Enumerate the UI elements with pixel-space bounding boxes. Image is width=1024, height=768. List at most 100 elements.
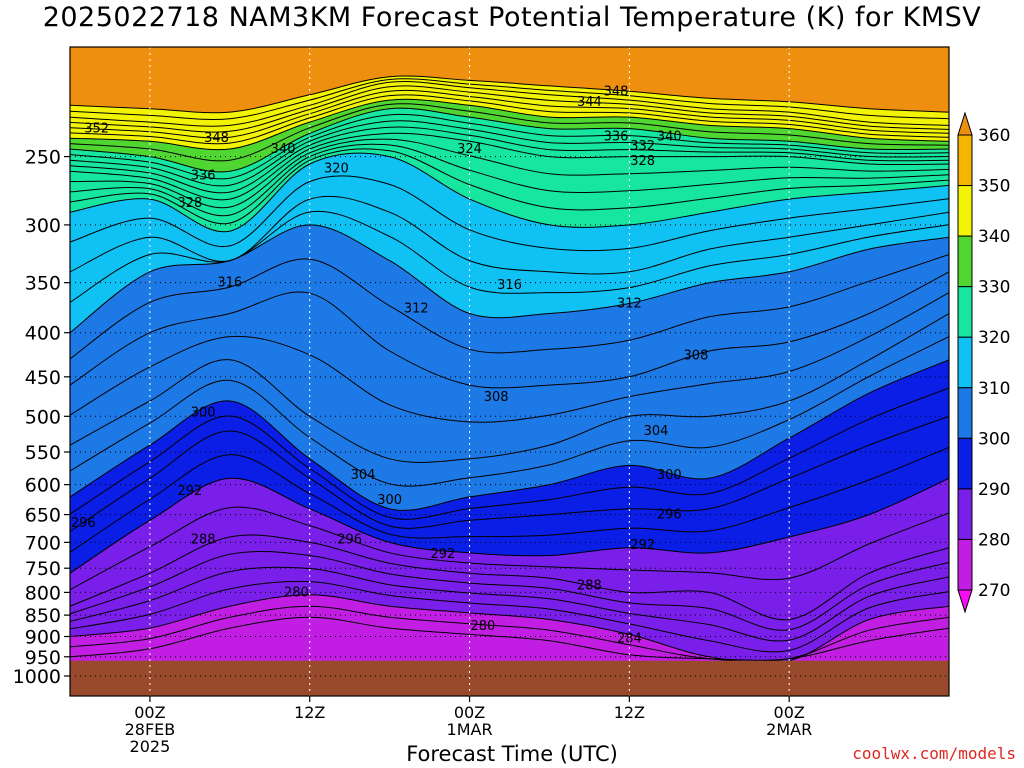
isentrope-312 [70,224,949,334]
terrain-below-ground [70,660,949,696]
isentrope-306 [70,292,949,423]
isentrope-314 [70,210,949,303]
credit-link[interactable]: coolwx.com/models [852,744,1016,763]
isentrope-300 [70,359,949,511]
contour-label: 348 [604,84,629,99]
colorbar-swatch [957,134,973,187]
contour-label: 288 [191,533,216,548]
contour-label: 308 [484,390,509,405]
contour-label: 300 [657,468,682,483]
contour-label: 300 [377,493,402,508]
contour-label: 320 [324,161,349,176]
contour-label: 316 [497,278,522,293]
x-tick-label: 00Z [134,703,165,722]
y-tick-label: 750 [25,558,61,580]
colorbar-swatch [957,235,973,288]
contour-label: 312 [617,296,642,311]
contour-label: 280 [284,585,309,600]
contour-label: 328 [177,196,202,211]
theta-fill-bands [70,47,949,696]
isentrope-342 [70,94,949,145]
colorbar-label: 290 [978,480,1010,500]
colorbar-label: 350 [978,177,1010,197]
isentrope-322 [70,148,949,225]
y-tick-label: 500 [25,406,61,428]
contour-label: 304 [351,468,376,483]
contour-label: 280 [470,619,495,634]
y-tick-label: 300 [25,215,61,237]
ground-fill [70,660,949,696]
colorbar-swatch [957,538,973,591]
isentrope-298 [70,387,949,520]
contour-label: 348 [204,131,229,146]
contour-label: 308 [684,348,709,363]
contour-label: 288 [577,578,602,593]
colorbar-swatch-top [957,111,973,136]
isentrope-348 [70,81,949,127]
colorbar-label: 330 [978,278,1010,298]
contour-label: 328 [630,154,655,169]
isentrope-352 [70,75,949,114]
y-tick-label: 1000 [13,666,61,688]
contour-label: 296 [71,516,96,531]
colorbar-label: 320 [978,328,1010,348]
x-tick-label: 2025 [130,737,171,756]
isentrope-294 [70,446,949,553]
colorbar-label: 310 [978,379,1010,399]
isentrope-334 [70,113,949,180]
colorbar-label: 360 [978,126,1010,146]
x-tick-label: 00Z [454,703,485,722]
isentrope-284 [70,566,949,642]
colorbar-label: 300 [978,429,1010,449]
isentrope-330 [70,126,949,194]
isentrope-286 [70,551,949,631]
contour-label: 284 [617,632,642,647]
colorbar-swatch-bottom [957,589,973,614]
isentrope-318 [70,175,949,252]
colorbar-swatch [957,185,973,237]
x-axis-title: Forecast Time (UTC) [406,742,618,766]
colorbar-label: 340 [978,227,1010,247]
isentrope-310 [70,254,949,360]
x-tick-label: 12Z [614,703,645,722]
contour-label: 336 [604,130,629,145]
isentrope-316 [70,195,949,275]
contour-label: 312 [404,302,429,317]
colorbar-swatch [957,387,973,439]
contour-label: 296 [657,508,682,523]
y-tick-label: 350 [25,273,61,295]
contour-label: 324 [457,142,482,157]
isentrope-292 [70,477,949,574]
contour-label: 316 [217,276,242,291]
colorbar-swatch [957,488,973,540]
isentrope-344 [70,89,949,139]
x-tick-label: 00Z [774,703,805,722]
isentrope-340 [70,98,949,151]
y-tick-label: 700 [25,532,61,554]
colorbar-label: 280 [978,530,1010,550]
x-tick-label: 12Z [294,703,325,722]
contour-label: 344 [577,95,602,110]
x-tick-label: 1MAR [447,720,493,739]
isentrope-320 [70,152,949,233]
x-tick-label: 28FEB [125,720,176,739]
contour-label: 292 [430,547,455,562]
contour-label: 292 [630,538,655,553]
isentrope-336 [70,107,949,173]
y-axis-pressure: 2503003504004505005506006507007508008509… [13,147,70,688]
colorbar-swatch [957,286,973,338]
isentrope-304 [70,313,949,463]
isentrope-272 [70,616,949,661]
isentrope-308 [70,271,949,389]
isentrope-290 [70,506,949,591]
grid-lines [70,47,949,696]
y-tick-label: 550 [25,442,61,464]
contour-label: 340 [271,142,296,157]
contour-label: 332 [630,139,655,154]
y-tick-label: 450 [25,367,61,389]
colorbar-label: 270 [978,581,1010,601]
contour-label: 352 [84,122,109,137]
contour-label: 336 [191,169,216,184]
